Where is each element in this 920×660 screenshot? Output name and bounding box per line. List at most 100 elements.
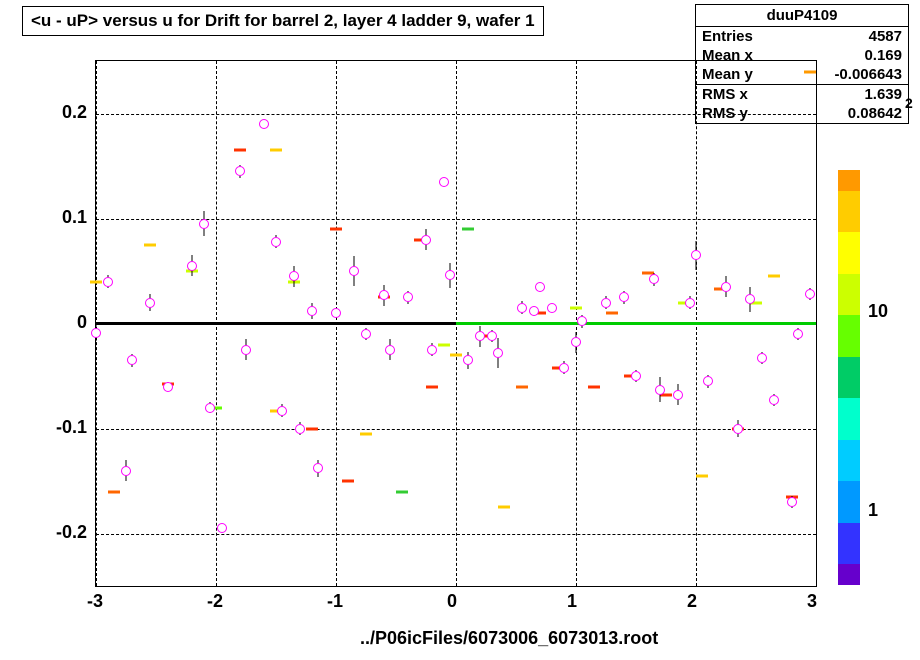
colorbar-segment [838,481,860,523]
hist-bin [768,275,780,278]
y-tick-label: 0.1 [62,207,87,228]
colorbar-segment [838,232,860,274]
hist-bin [306,427,318,430]
colorbar-tick-label: 1 [868,500,878,521]
hist-bin [462,228,474,231]
data-marker [577,316,587,326]
data-marker [121,466,131,476]
data-marker [535,282,545,292]
data-marker [619,292,629,302]
hist-bin [606,312,618,315]
data-marker [685,298,695,308]
data-marker [493,348,503,358]
zero-line-right [456,322,816,325]
hist-bin [144,243,156,246]
data-marker [439,177,449,187]
data-marker [475,331,485,341]
colorbar-tick-label: 10 [868,301,888,322]
data-marker [361,329,371,339]
x-tick-label: -1 [327,591,343,612]
hist-bin [696,474,708,477]
hist-bin [570,306,582,309]
data-marker [277,406,287,416]
colorbar-segment [838,357,860,399]
data-marker [289,271,299,281]
y-tick-label: 0.2 [62,102,87,123]
data-marker [427,345,437,355]
data-marker [517,303,527,313]
data-marker [217,523,227,533]
hist-bin [498,506,510,509]
data-marker [331,308,341,318]
hist-bin [90,280,102,283]
data-marker [403,292,413,302]
hist-bin [360,432,372,435]
data-marker [631,371,641,381]
data-marker [307,306,317,316]
data-marker [769,395,779,405]
data-marker [463,355,473,365]
footer-path: ../P06icFiles/6073006_6073013.root [360,628,658,649]
stats-value: -0.006643 [834,66,902,83]
colorbar-segment [838,398,860,440]
hist-bin [426,385,438,388]
plot-area [95,60,817,587]
hist-bin [342,480,354,483]
colorbar-segment [838,170,860,191]
data-marker [187,261,197,271]
data-marker [271,237,281,247]
data-marker [421,235,431,245]
x-tick-label: 2 [687,591,697,612]
data-marker [703,376,713,386]
y-tick-label: -0.1 [56,417,87,438]
data-marker [793,329,803,339]
data-marker [199,219,209,229]
y-tick-label: 0 [77,312,87,333]
data-marker [805,289,815,299]
colorbar-segment [838,315,860,357]
colorbar-segment [838,523,860,565]
stats-name: duuP4109 [696,5,908,27]
data-marker [379,290,389,300]
stats-label: Entries [702,28,753,45]
data-marker [733,424,743,434]
data-marker [757,353,767,363]
x-tick-label: 0 [447,591,457,612]
data-marker [673,390,683,400]
hist-bin [516,385,528,388]
hist-bin [396,490,408,493]
data-marker [655,385,665,395]
zero-line-left [96,322,456,325]
data-marker [145,298,155,308]
data-marker [163,382,173,392]
data-marker [745,294,755,304]
data-marker [787,497,797,507]
data-marker [559,363,569,373]
hist-bin [438,343,450,346]
data-marker [601,298,611,308]
data-marker [349,266,359,276]
colorbar [838,170,860,585]
plot-title: <u - uP> versus u for Drift for barrel 2… [22,6,544,36]
data-marker [649,274,659,284]
data-marker [103,277,113,287]
data-marker [721,282,731,292]
data-marker [259,119,269,129]
data-marker [529,306,539,316]
colorbar-segment [838,191,860,233]
hist-bin [804,70,816,73]
data-marker [241,345,251,355]
hist-bin [450,354,462,357]
data-marker [691,250,701,260]
data-marker [313,463,323,473]
colorbar-segment [838,274,860,316]
stats-value: 4587 [869,28,902,45]
hist-bin [330,228,342,231]
hist-bin [234,149,246,152]
stats-row: Entries 4587 [696,27,908,46]
x-tick-label: 3 [807,591,817,612]
data-marker [127,355,137,365]
data-marker [571,337,581,347]
x-gridline [816,61,817,586]
data-marker [235,166,245,176]
